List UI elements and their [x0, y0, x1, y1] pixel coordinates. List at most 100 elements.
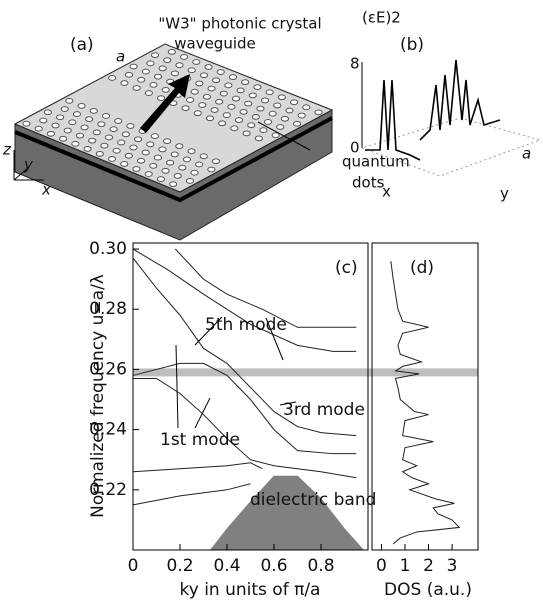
hole — [244, 100, 253, 107]
hole — [146, 141, 155, 148]
label: dots — [352, 174, 385, 192]
hole — [72, 111, 82, 117]
hole — [34, 125, 43, 132]
hole — [120, 161, 129, 167]
hole — [163, 138, 172, 145]
panel-label: (a) — [70, 35, 94, 55]
hole — [251, 113, 260, 120]
holes — [22, 48, 323, 188]
hole — [156, 176, 166, 182]
hole — [169, 181, 178, 188]
hole — [92, 129, 101, 136]
hole — [156, 95, 166, 101]
hole — [129, 63, 138, 70]
hole — [124, 152, 133, 159]
lattice-label: a — [116, 48, 125, 66]
line — [133, 377, 357, 479]
arrow — [194, 397, 211, 429]
panel-label: (c) — [335, 258, 358, 278]
panel-a: (a) "W3" photonic crystal waveguide a qu… — [2, 15, 410, 241]
hole — [124, 71, 134, 78]
hole — [268, 110, 277, 117]
arrow — [140, 74, 190, 133]
x-axis-label: DOS (a.u.) — [384, 580, 472, 600]
hole — [150, 52, 160, 58]
hole — [182, 156, 192, 163]
line — [132, 257, 357, 437]
hole — [75, 132, 85, 139]
hole — [158, 146, 167, 153]
panel-b: (b) (εE)2 8 0 x y a — [350, 9, 542, 203]
hole — [204, 64, 213, 70]
area — [209, 475, 365, 551]
hole — [190, 169, 199, 176]
hole — [314, 109, 323, 116]
axis-label: x — [41, 181, 51, 199]
hole — [285, 107, 294, 114]
hole — [112, 147, 121, 154]
hole — [88, 137, 97, 144]
x-tick-label: 0.6 — [260, 556, 287, 576]
hole — [195, 80, 204, 87]
hole — [215, 98, 224, 105]
hole — [136, 157, 146, 164]
hole — [149, 162, 158, 169]
hole — [161, 86, 170, 93]
hole — [133, 136, 143, 143]
hole — [253, 84, 262, 91]
axis-label: z — [2, 141, 12, 159]
line — [390, 260, 461, 545]
hole — [97, 121, 106, 128]
hole — [137, 76, 146, 83]
hole — [263, 119, 273, 125]
hole — [260, 97, 270, 104]
hole — [277, 94, 286, 101]
y-tick-label: 0.22 — [89, 480, 127, 500]
hole — [101, 113, 111, 119]
hole — [212, 77, 221, 84]
hole — [104, 134, 114, 141]
annotation: 5th mode — [205, 315, 287, 335]
hole — [166, 159, 175, 166]
x-tick-label: 0 — [128, 556, 139, 576]
hole — [39, 117, 48, 124]
hole — [207, 166, 216, 173]
hole — [297, 112, 306, 119]
hole — [65, 97, 74, 104]
line — [174, 248, 357, 328]
hole — [205, 115, 215, 122]
x-tick-label: 0.2 — [166, 556, 193, 576]
hole — [222, 112, 231, 118]
hole — [144, 90, 153, 96]
axis — [13, 167, 29, 181]
hole — [198, 102, 207, 108]
x-tick-label: 0 — [376, 556, 387, 576]
hole — [120, 80, 129, 86]
hole — [190, 88, 199, 95]
hole — [167, 48, 176, 55]
arrow — [194, 316, 223, 346]
hole — [211, 158, 221, 165]
hole — [108, 75, 117, 81]
hole — [158, 65, 167, 72]
hole — [77, 102, 86, 109]
hole — [161, 167, 170, 174]
hole — [149, 81, 158, 88]
hole — [228, 74, 238, 80]
axis-label: y — [500, 185, 509, 203]
field-label: (εE)2 — [362, 9, 401, 27]
hole — [231, 95, 241, 102]
line — [132, 248, 357, 352]
hole — [146, 60, 155, 67]
hole — [224, 82, 233, 89]
hole — [89, 107, 98, 114]
hole — [51, 122, 60, 129]
hole — [236, 87, 245, 94]
line — [132, 483, 251, 506]
hole — [271, 132, 280, 139]
arrow — [279, 401, 297, 406]
y-tick-label: 0.26 — [89, 359, 127, 379]
qd-layer — [14, 116, 333, 203]
hole — [199, 153, 208, 160]
x-tick-label: 0.4 — [213, 556, 240, 576]
